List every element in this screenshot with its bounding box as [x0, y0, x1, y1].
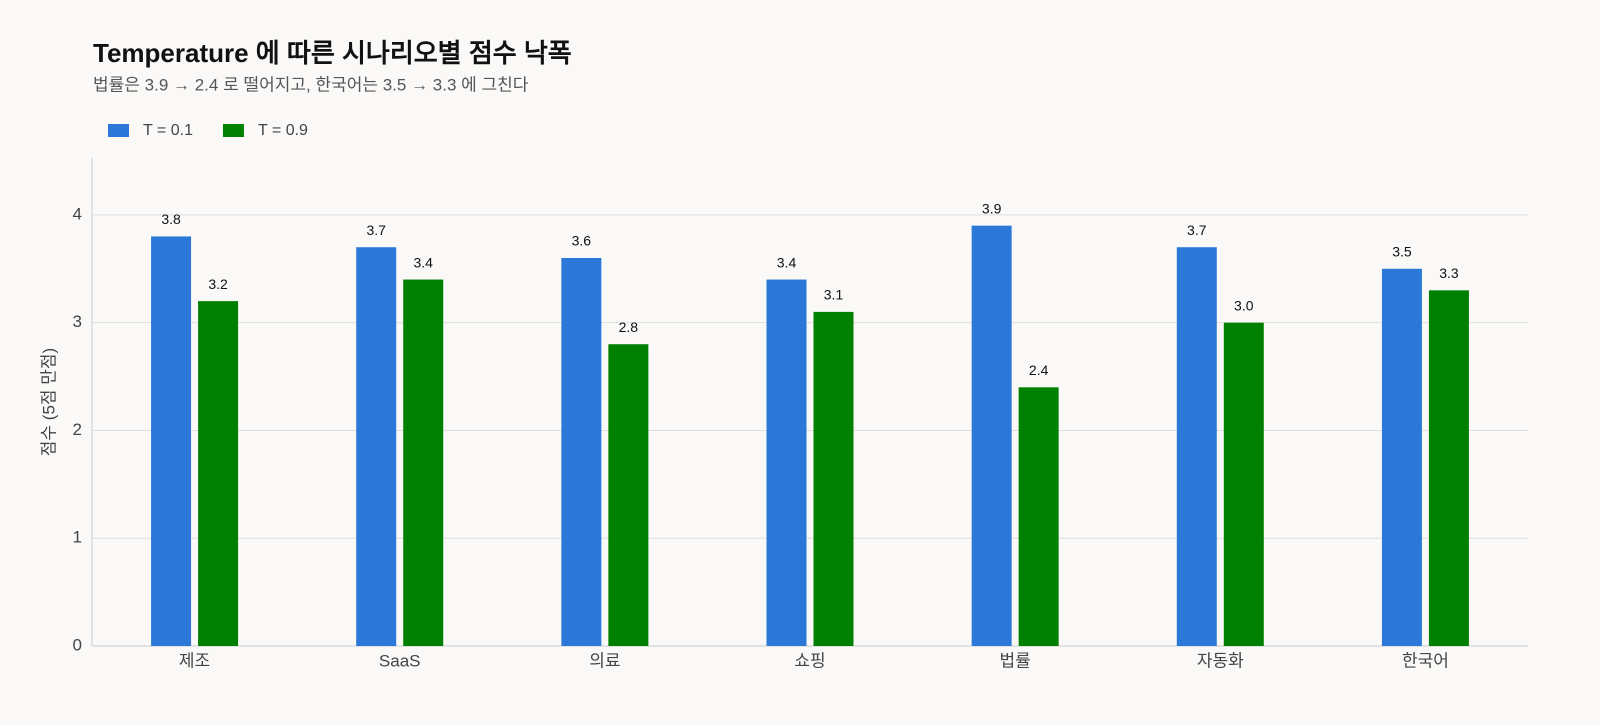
value-label: 3.1 — [824, 287, 844, 303]
value-label: 3.7 — [366, 222, 386, 238]
bar — [608, 344, 649, 646]
legend-label: T = 0.9 — [258, 122, 308, 139]
x-tick-label: 쇼핑 — [794, 651, 825, 670]
legend-swatch — [222, 124, 244, 137]
y-tick-label: 4 — [73, 204, 82, 223]
value-label: 3.4 — [413, 254, 433, 270]
chart-subtitle: 법률은 3.9 → 2.4 로 떨어지고, 한국어는 3.5 → 3.3 에 그… — [93, 75, 529, 94]
chart-title: Temperature 에 따른 시나리오별 점수 낙폭 — [93, 38, 572, 68]
x-tick-label: 제조 — [179, 651, 210, 670]
bar — [1018, 387, 1059, 646]
value-label: 3.3 — [1439, 265, 1459, 281]
value-label: 3.5 — [1392, 243, 1412, 259]
bar — [561, 258, 602, 646]
bar — [1428, 290, 1469, 646]
y-tick-label: 1 — [73, 528, 82, 547]
x-tick-label: 한국어 — [1402, 651, 1449, 670]
bar — [1223, 322, 1264, 646]
y-tick-label: 3 — [73, 312, 82, 331]
y-tick-label: 2 — [73, 420, 82, 439]
bar — [356, 247, 397, 646]
value-label: 3.2 — [208, 276, 228, 292]
value-label: 3.7 — [1187, 222, 1207, 238]
y-axis-label: 점수 (5점 만점) — [39, 348, 58, 456]
value-label: 3.6 — [572, 233, 592, 249]
x-tick-label: 법률 — [1000, 651, 1031, 670]
bar — [1381, 268, 1422, 646]
x-tick-label: SaaS — [379, 651, 421, 670]
bar — [813, 311, 854, 646]
value-label: 3.4 — [777, 254, 797, 270]
bar — [198, 301, 239, 646]
value-label: 3.0 — [1234, 297, 1254, 313]
bar — [766, 279, 807, 646]
bar — [971, 225, 1012, 646]
bar — [403, 279, 444, 646]
y-tick-label: 0 — [73, 635, 82, 654]
value-label: 3.9 — [982, 200, 1002, 216]
bar — [1176, 247, 1217, 646]
legend-label: T = 0.1 — [143, 122, 193, 139]
bar — [151, 236, 192, 646]
legend-swatch — [108, 124, 129, 137]
value-label: 2.8 — [619, 319, 639, 335]
value-label: 2.4 — [1029, 362, 1049, 378]
x-tick-label: 의료 — [589, 651, 620, 670]
value-label: 3.8 — [161, 211, 181, 227]
x-tick-label: 자동화 — [1197, 651, 1244, 670]
